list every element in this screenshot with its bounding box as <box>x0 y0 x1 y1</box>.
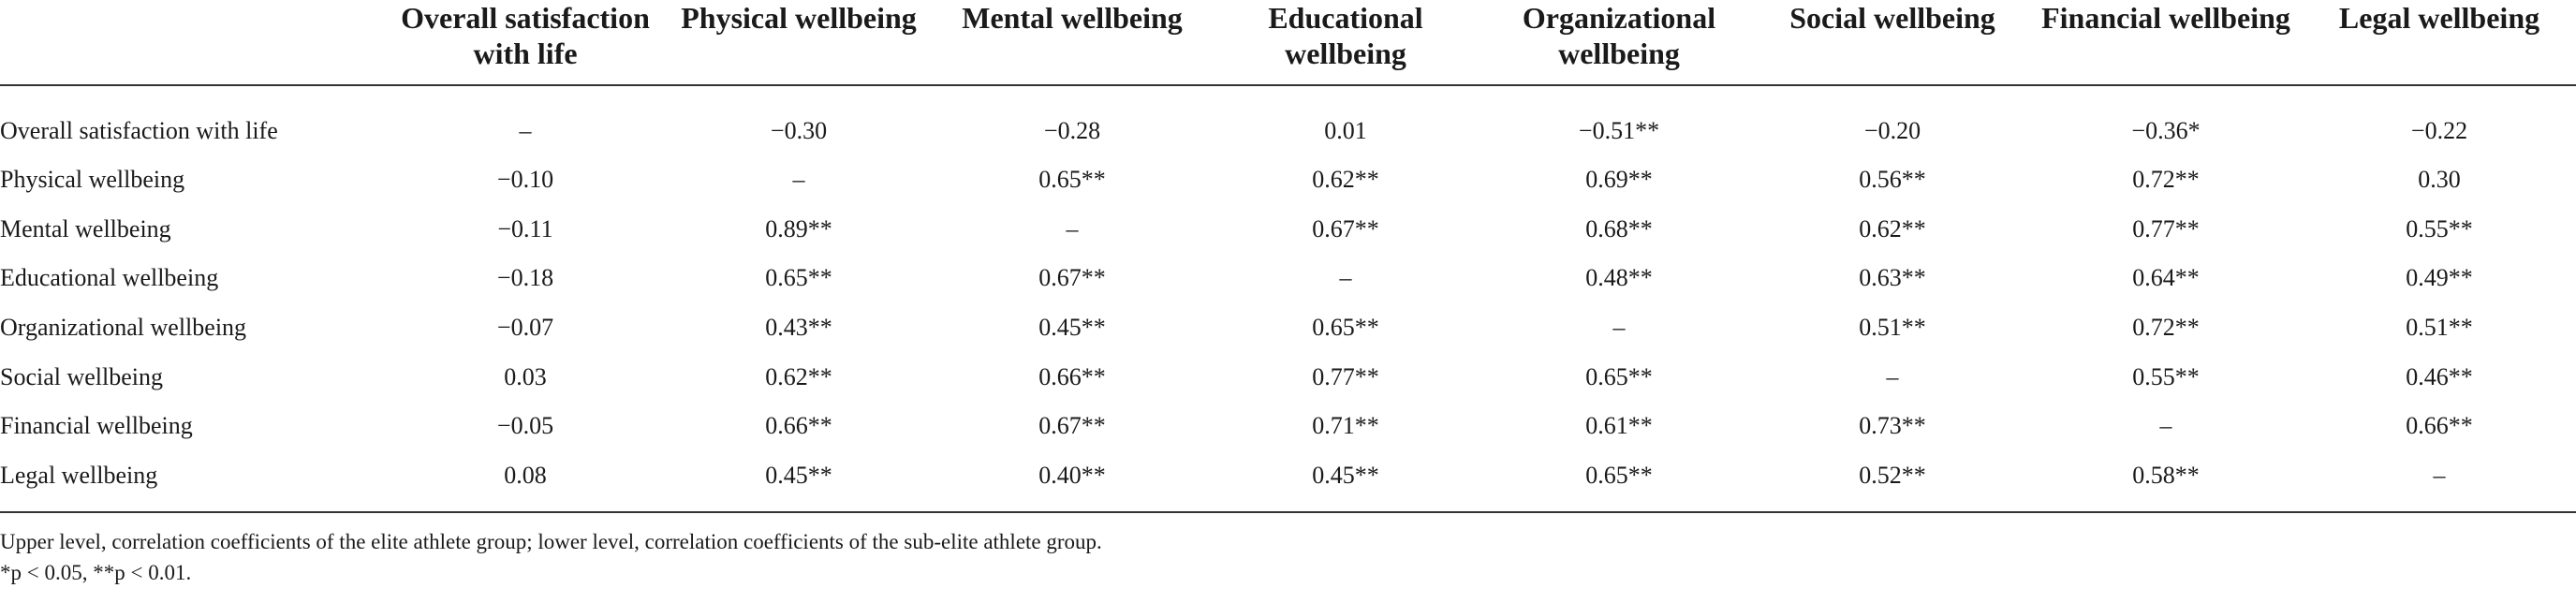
table-cell: 0.52** <box>1859 461 1926 489</box>
table-cell: 0.49** <box>2406 264 2473 292</box>
table-cell: 0.45** <box>1312 461 1379 489</box>
table-cell: 0.58** <box>2132 461 2200 489</box>
table-cell: 0.65** <box>1038 166 1106 194</box>
table-cell: 0.03 <box>504 362 547 390</box>
table-cell: 0.72** <box>2132 166 2200 194</box>
table-cell: 0.68** <box>1585 214 1653 243</box>
table-cell: 0.01 <box>1324 117 1367 144</box>
table-row: Legal wellbeing 0.08 0.45** 0.40** 0.45** 0.6… <box>0 451 2576 512</box>
table-cell: – <box>1066 214 1079 243</box>
table-cell: 0.64** <box>2132 264 2200 292</box>
column-header: Legal wellbeing <box>2303 0 2576 86</box>
table-cell: – <box>1612 314 1626 342</box>
table-cell: −0.05 <box>496 412 554 440</box>
table-cell: – <box>1886 362 1899 390</box>
table-cell: 0.77** <box>1312 362 1379 390</box>
table-row: Physical wellbeing −0.10 – 0.65** 0.62** 0.69… <box>0 155 2576 205</box>
table-cell: 0.67** <box>1038 264 1106 292</box>
table-cell: 0.71** <box>1312 412 1379 440</box>
table-cell: 0.67** <box>1038 412 1106 440</box>
table-cell: −0.07 <box>496 314 554 342</box>
table-cell: 0.45** <box>1038 314 1106 342</box>
row-label: Financial wellbeing <box>0 412 193 440</box>
table-cell: 0.55** <box>2406 214 2473 243</box>
table-cell: 0.65** <box>1312 314 1379 342</box>
table-cell: 0.56** <box>1859 166 1926 194</box>
table-cell: 0.62** <box>1859 214 1926 243</box>
table-row: Financial wellbeing −0.05 0.66** 0.67** 0.71… <box>0 402 2576 451</box>
row-label: Legal wellbeing <box>0 461 158 489</box>
column-header: Overall satisfaction with life <box>389 0 662 86</box>
table-cell: −0.20 <box>1863 117 1921 144</box>
table-cell: 0.66** <box>1038 362 1106 390</box>
table-cell: 0.61** <box>1585 412 1653 440</box>
table-cell: 0.63** <box>1859 264 1926 292</box>
table-cell: – <box>792 166 805 194</box>
table-cell: – <box>2433 461 2446 489</box>
table-cell: – <box>519 117 532 144</box>
table-cell: 0.40** <box>1038 461 1106 489</box>
table-body: Overall satisfaction with life – −0.30 −0.2… <box>0 85 2576 511</box>
table-cell: −0.30 <box>770 117 828 144</box>
table-cell: 0.08 <box>504 461 547 489</box>
table-cell: −0.22 <box>2410 117 2468 144</box>
header-row: Overall satisfaction with life Physical w… <box>0 0 2576 86</box>
column-header: Physical wellbeing <box>662 0 935 86</box>
table-cell: −0.18 <box>496 264 554 292</box>
table-cell: 0.66** <box>2406 412 2473 440</box>
table-row: Organizational wellbeing −0.07 0.43** 0.45*… <box>0 303 2576 353</box>
table-cell: −0.11 <box>497 214 553 243</box>
table-cell: −0.10 <box>496 166 554 194</box>
table-cell: 0.67** <box>1312 214 1379 243</box>
row-label: Organizational wellbeing <box>0 314 247 342</box>
note-significance: *p < 0.05, **p < 0.01. <box>0 557 2576 588</box>
table-cell: 0.66** <box>765 412 832 440</box>
note-groups: Upper level, correlation coefficients of… <box>0 530 1102 554</box>
table-cell: 0.69** <box>1585 166 1653 194</box>
correlation-table: Overall satisfaction with life Physical w… <box>0 0 2576 511</box>
table-cell: −0.36* <box>2131 117 2201 144</box>
column-header: Social wellbeing <box>1756 0 2029 86</box>
row-label: Overall satisfaction with life <box>0 117 278 144</box>
table-notes: Upper level, correlation coefficients of… <box>0 513 2576 588</box>
note-significance-text: *p < 0.05, **p < 0.01. <box>0 561 192 585</box>
table-cell: 0.65** <box>765 264 832 292</box>
column-header: Organizational wellbeing <box>1482 0 1756 86</box>
table-cell: 0.46** <box>2406 362 2473 390</box>
header-corner <box>0 0 389 86</box>
table-cell: 0.45** <box>765 461 832 489</box>
column-header: Financial wellbeing <box>2029 0 2303 86</box>
table-cell: 0.48** <box>1585 264 1653 292</box>
table-cell: 0.73** <box>1859 412 1926 440</box>
table-row: Mental wellbeing −0.11 0.89** – 0.67** 0.68**… <box>0 205 2576 255</box>
row-label: Mental wellbeing <box>0 214 171 243</box>
table-cell: 0.43** <box>765 314 832 342</box>
table-bottom-rule <box>0 511 2576 514</box>
table-cell: 0.51** <box>2406 314 2473 342</box>
table-cell: 0.51** <box>1859 314 1926 342</box>
table-row: Overall satisfaction with life – −0.30 −0.2… <box>0 85 2576 155</box>
table-cell: 0.72** <box>2132 314 2200 342</box>
row-label: Social wellbeing <box>0 362 164 390</box>
table-cell: −0.51** <box>1578 117 1660 144</box>
table-cell: −0.28 <box>1043 117 1101 144</box>
table-cell: 0.65** <box>1585 362 1653 390</box>
row-label: Physical wellbeing <box>0 166 185 194</box>
table-cell: 0.62** <box>765 362 832 390</box>
table-cell: 0.55** <box>2132 362 2200 390</box>
row-label: Educational wellbeing <box>0 264 219 292</box>
table-cell: 0.89** <box>765 214 832 243</box>
table-cell: 0.65** <box>1585 461 1653 489</box>
table-header: Overall satisfaction with life Physical w… <box>0 0 2576 86</box>
table-row: Social wellbeing 0.03 0.62** 0.66** 0.77** 0.… <box>0 352 2576 402</box>
table-row: Educational wellbeing −0.18 0.65** 0.67** – 0… <box>0 254 2576 303</box>
table-cell: 0.77** <box>2132 214 2200 243</box>
table-cell: 0.30 <box>2418 166 2461 194</box>
table-cell: – <box>1339 264 1352 292</box>
table-cell: 0.62** <box>1312 166 1379 194</box>
table-cell: – <box>2159 412 2172 440</box>
column-header: Mental wellbeing <box>935 0 1209 86</box>
column-header: Educational wellbeing <box>1209 0 1482 86</box>
